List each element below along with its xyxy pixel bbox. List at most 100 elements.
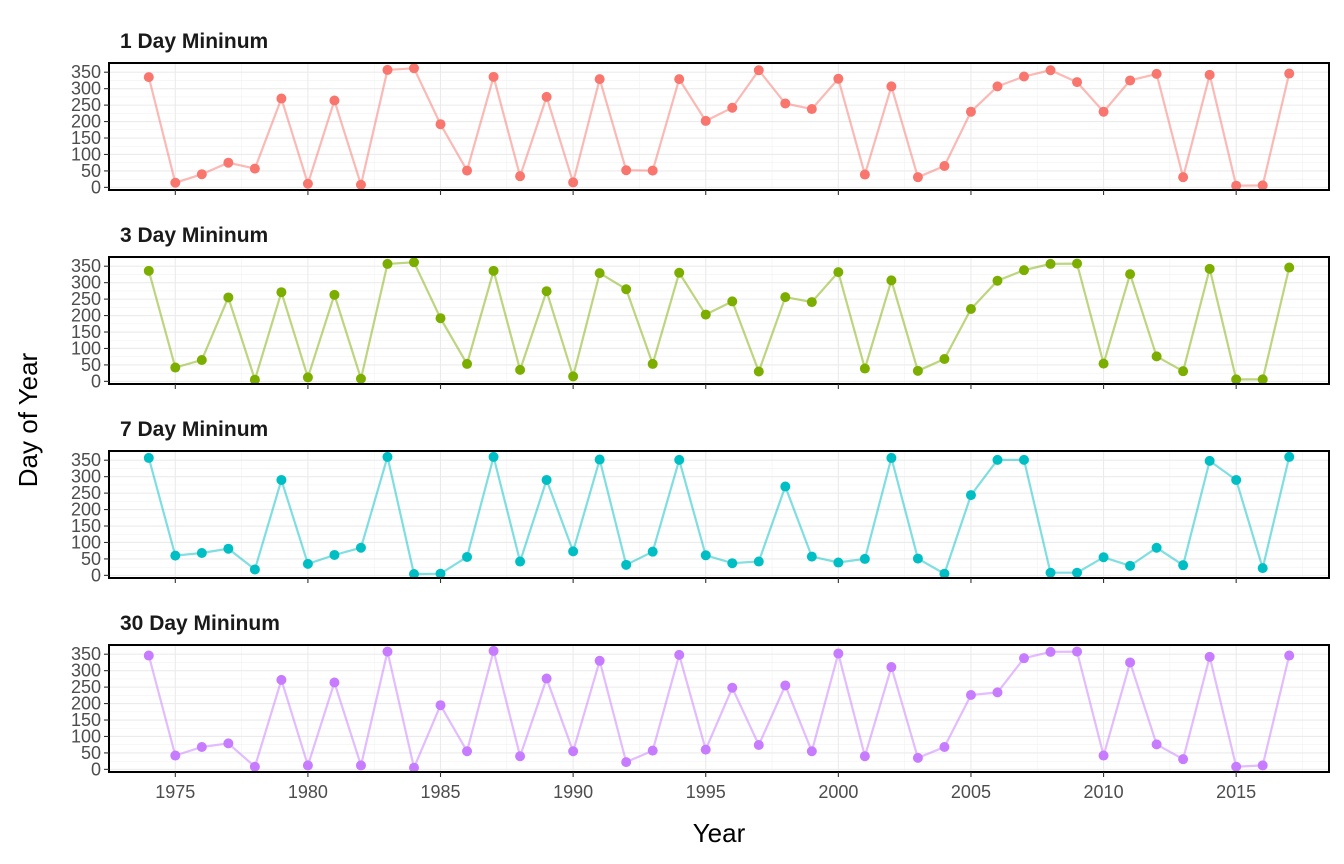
data-point (859, 553, 870, 564)
y-tick-label: 0 (91, 565, 101, 585)
data-point (992, 275, 1003, 286)
x-tick-label: 1995 (686, 782, 726, 802)
data-point (806, 104, 817, 115)
data-point (1204, 651, 1215, 662)
data-point (462, 551, 473, 562)
data-point (143, 452, 154, 463)
data-point (1284, 68, 1295, 79)
x-axis-title: Year (693, 818, 746, 848)
data-point (329, 289, 340, 300)
panel-title: 7 Day Mininum (120, 418, 268, 441)
data-point (1045, 567, 1056, 578)
x-tick-label: 1975 (155, 782, 195, 802)
y-tick-label: 350 (71, 256, 101, 276)
data-point (355, 179, 366, 190)
data-point (488, 451, 499, 462)
data-point (1231, 474, 1242, 485)
data-point (1098, 106, 1109, 117)
data-point (143, 72, 154, 83)
data-point (1257, 374, 1268, 385)
data-point (1178, 366, 1189, 377)
y-tick-label: 50 (81, 549, 101, 569)
data-point (409, 63, 419, 74)
panel-border (108, 256, 1330, 385)
panel-title: 1 Day Mininum (120, 30, 268, 53)
data-point (1231, 374, 1242, 385)
data-point (727, 102, 738, 113)
data-point (859, 363, 870, 374)
series-line (147, 261, 1291, 384)
x-tick-label: 2015 (1216, 782, 1256, 802)
y-axis-title: Day of Year (13, 352, 43, 487)
data-point (939, 160, 950, 171)
data-point (700, 744, 711, 755)
data-point (409, 257, 419, 268)
data-point (1284, 650, 1295, 661)
data-point (1231, 761, 1242, 772)
data-point (276, 674, 287, 685)
data-point (859, 751, 870, 762)
y-tick-label: 100 (71, 144, 101, 164)
data-point (488, 645, 499, 656)
data-point (621, 165, 632, 176)
data-point (488, 265, 499, 276)
data-point (1204, 455, 1215, 466)
data-point (1045, 65, 1056, 76)
data-point (382, 64, 393, 75)
data-point (700, 115, 711, 126)
data-point (1204, 263, 1215, 274)
data-point (912, 752, 923, 763)
data-point (382, 646, 393, 657)
panel-border (108, 450, 1330, 579)
data-point (1125, 560, 1136, 571)
data-point (594, 74, 605, 85)
data-point (143, 650, 154, 661)
data-point (912, 172, 923, 183)
y-tick-label: 200 (71, 500, 101, 520)
data-point (780, 292, 791, 303)
data-point (1178, 172, 1189, 183)
data-point (1125, 269, 1136, 280)
data-point (1257, 760, 1268, 771)
data-point (143, 265, 154, 276)
data-point (621, 284, 632, 295)
data-point (780, 481, 791, 492)
data-point (1257, 563, 1268, 574)
y-tick-label: 300 (71, 661, 101, 681)
data-point (780, 680, 791, 691)
y-tick-label: 0 (91, 177, 101, 197)
y-tick-label: 200 (71, 112, 101, 132)
y-tick-label: 250 (71, 483, 101, 503)
data-point (515, 751, 526, 762)
y-tick-label: 250 (71, 95, 101, 115)
panel-title: 3 Day Mininum (120, 224, 268, 247)
data-point (700, 550, 711, 561)
data-point (435, 313, 446, 324)
data-point (1151, 739, 1162, 750)
data-point (753, 740, 764, 751)
data-point (302, 178, 313, 189)
data-point (488, 71, 499, 82)
data-point (249, 761, 260, 772)
data-point (1098, 358, 1109, 369)
data-point (1151, 351, 1162, 362)
y-tick-label: 350 (71, 644, 101, 664)
data-point (223, 157, 234, 168)
data-point (329, 677, 340, 688)
data-point (462, 165, 473, 176)
data-point (435, 119, 446, 130)
data-point (541, 286, 552, 297)
data-point (939, 568, 950, 579)
data-point (355, 542, 366, 553)
series-line (147, 67, 1291, 189)
data-point (886, 81, 897, 92)
data-point (621, 757, 632, 768)
data-point (727, 682, 738, 693)
data-point (355, 373, 366, 384)
x-tick-label: 2010 (1084, 782, 1124, 802)
